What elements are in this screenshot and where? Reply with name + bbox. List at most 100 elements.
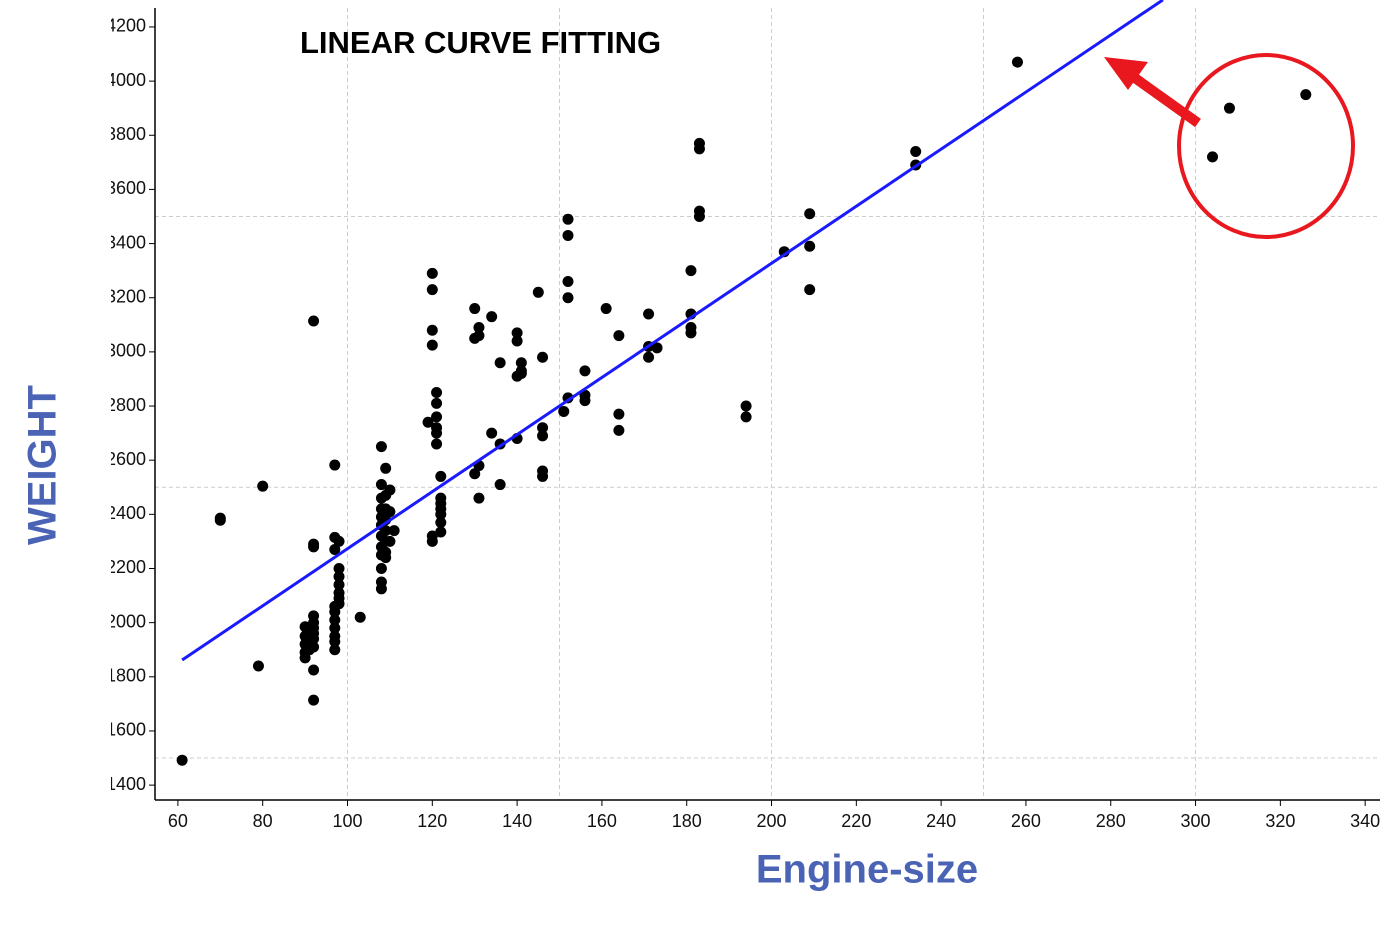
y-tick-label: 3400: [106, 232, 146, 252]
point: [473, 492, 485, 504]
point: [375, 479, 387, 491]
point: [431, 411, 443, 423]
point: [532, 286, 544, 298]
x-tick-label: 240: [926, 811, 956, 831]
y-tick-label: 1800: [106, 666, 146, 686]
point: [651, 342, 663, 354]
point: [384, 535, 396, 547]
x-tick-label: 60: [168, 811, 188, 831]
point: [562, 292, 574, 304]
point: [435, 508, 447, 520]
point: [435, 516, 447, 528]
grid: [155, 8, 1380, 800]
point: [511, 327, 523, 339]
point: [214, 514, 226, 526]
fit: [181, 0, 1164, 662]
point: [515, 368, 527, 380]
arrow-head: [1104, 57, 1148, 90]
point: [354, 611, 366, 623]
arrow-shaft: [1132, 73, 1201, 128]
point: [537, 430, 549, 442]
y-tick-label: 3000: [106, 341, 146, 361]
point: [435, 526, 447, 538]
points: [176, 56, 1312, 766]
point: [469, 468, 481, 480]
point: [329, 459, 341, 471]
x-axis-title: Engine-size: [756, 848, 978, 892]
x-tick-label: 120: [417, 811, 447, 831]
point: [299, 652, 311, 664]
point: [643, 351, 655, 363]
x-tick-label: 260: [1011, 811, 1041, 831]
y-tick-label: 3800: [106, 124, 146, 144]
y-tick-labels: 1400 1600 1800 2000 2200 2400 2600 2800 3000 3200…: [106, 16, 146, 794]
point: [600, 303, 612, 315]
point: [308, 633, 320, 645]
point: [515, 357, 527, 369]
point: [579, 365, 591, 377]
x-tick-label: 140: [502, 811, 532, 831]
y-tick-label: 2600: [106, 449, 146, 469]
point: [469, 303, 481, 315]
point: [329, 644, 341, 656]
point: [375, 583, 387, 595]
point: [473, 322, 485, 334]
point: [537, 470, 549, 482]
point: [375, 441, 387, 453]
point: [426, 339, 438, 351]
y-tick-label: 1600: [106, 720, 146, 740]
x-tick-label: 80: [253, 811, 273, 831]
y-tick-label: 3200: [106, 286, 146, 306]
x-tick-label: 220: [841, 811, 871, 831]
x-tick-label: 180: [672, 811, 702, 831]
point: [685, 265, 697, 277]
point: [740, 400, 752, 412]
point: [308, 664, 320, 676]
point: [486, 311, 498, 323]
point: [643, 308, 655, 320]
y-axis-title: WEIGHT: [21, 385, 65, 545]
point: [613, 330, 625, 342]
y-tick-label: 2000: [106, 611, 146, 631]
point: [804, 240, 816, 252]
x-tick-label: 200: [757, 811, 787, 831]
point: [431, 397, 443, 409]
point: [388, 525, 400, 537]
point: [329, 614, 341, 626]
y-tick-label: 2400: [106, 503, 146, 523]
point: [329, 622, 341, 634]
point: [1300, 89, 1312, 101]
y-tick-label: 1400: [106, 774, 146, 794]
point: [562, 229, 574, 241]
chart-title: LINEAR CURVE FITTING: [300, 25, 661, 60]
point: [562, 213, 574, 225]
point: [1207, 151, 1219, 163]
point: [426, 267, 438, 279]
point: [685, 327, 697, 339]
point: [333, 535, 345, 547]
point: [537, 351, 549, 363]
point: [613, 424, 625, 436]
x-tick-label: 100: [332, 811, 362, 831]
point: [1011, 56, 1023, 68]
point: [804, 208, 816, 220]
point: [426, 535, 438, 547]
point: [333, 598, 345, 610]
point: [333, 562, 345, 574]
y-tick-label: 4200: [106, 16, 146, 36]
point: [494, 357, 506, 369]
y-tick-label: 2800: [106, 395, 146, 415]
point: [1223, 102, 1235, 114]
y-tick-label: 4000: [106, 70, 146, 90]
point: [494, 479, 506, 491]
point: [435, 470, 447, 482]
point: [613, 408, 625, 420]
x-tick-label: 320: [1265, 811, 1295, 831]
point: [176, 754, 188, 766]
point: [422, 416, 434, 428]
point: [333, 579, 345, 591]
point: [426, 324, 438, 336]
point: [740, 411, 752, 423]
point: [384, 506, 396, 518]
